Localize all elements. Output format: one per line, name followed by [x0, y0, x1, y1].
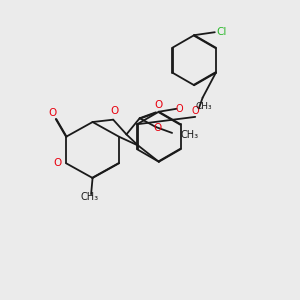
Text: O: O — [176, 104, 183, 114]
Text: CH₃: CH₃ — [81, 192, 99, 202]
Text: Cl: Cl — [216, 27, 226, 37]
Text: O: O — [155, 100, 163, 110]
Text: O: O — [191, 106, 199, 116]
Text: CH₃: CH₃ — [181, 130, 199, 140]
Text: O: O — [48, 108, 56, 118]
Text: O: O — [54, 158, 62, 168]
Text: CH₃: CH₃ — [196, 102, 212, 111]
Text: O: O — [153, 123, 161, 133]
Text: O: O — [110, 106, 119, 116]
